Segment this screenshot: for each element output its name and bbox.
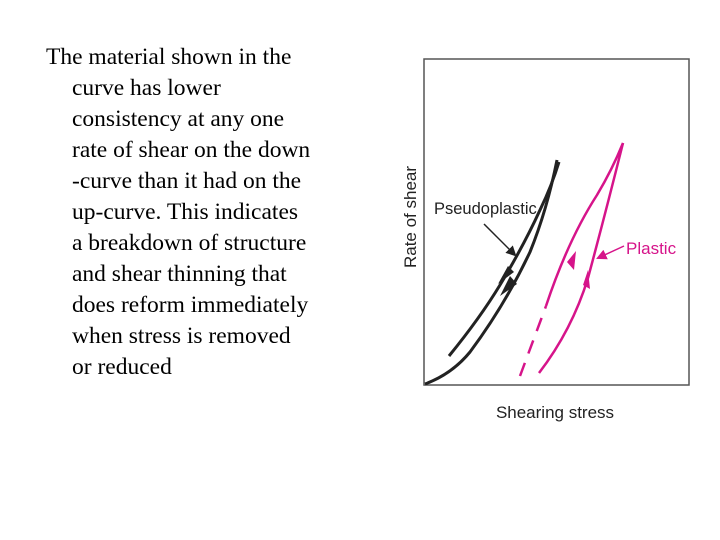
text-line: -curve than it had on the <box>72 168 302 194</box>
text-line: or reduced <box>72 354 172 380</box>
x-axis-label: Shearing stress <box>496 403 614 422</box>
y-axis-label: Rate of shear <box>401 166 420 268</box>
pseudoplastic-down-curve <box>447 161 561 357</box>
text-line: a breakdown of structure <box>72 230 307 256</box>
pseudoplastic-label: Pseudoplastic <box>434 200 537 218</box>
plastic-pointer-arrow <box>596 245 625 260</box>
plot-frame <box>423 58 690 386</box>
text-line: The material shown in the <box>46 44 292 70</box>
plastic-down-arrowhead <box>583 270 590 289</box>
plastic-up-curve <box>544 142 625 307</box>
plastic-label: Plastic <box>626 239 677 258</box>
pseudoplastic-down-arrowhead <box>498 266 514 284</box>
plastic-down-curve <box>538 142 625 374</box>
text-line: does reform immediately <box>72 292 309 318</box>
rheogram-diagram: Rate of shear Shearing stress Pseudoplas… <box>401 58 690 422</box>
text-line: and shear thinning that <box>72 261 287 287</box>
text-line: consistency at any one <box>72 106 285 132</box>
description-text: The material shown in the curve has lowe… <box>46 42 366 383</box>
text-line: up-curve. This indicates <box>72 199 299 225</box>
pseudoplastic-up-arrowhead <box>500 276 517 296</box>
text-line: curve has lower <box>72 75 221 101</box>
text-line: when stress is removed <box>72 323 291 349</box>
plastic-up-arrowhead <box>567 251 576 270</box>
text-line: rate of shear on the down <box>72 137 311 163</box>
plastic-dashed-extension <box>518 305 548 377</box>
pseudoplastic-pointer-arrow <box>483 223 517 257</box>
pseudoplastic-up-curve <box>424 159 559 386</box>
